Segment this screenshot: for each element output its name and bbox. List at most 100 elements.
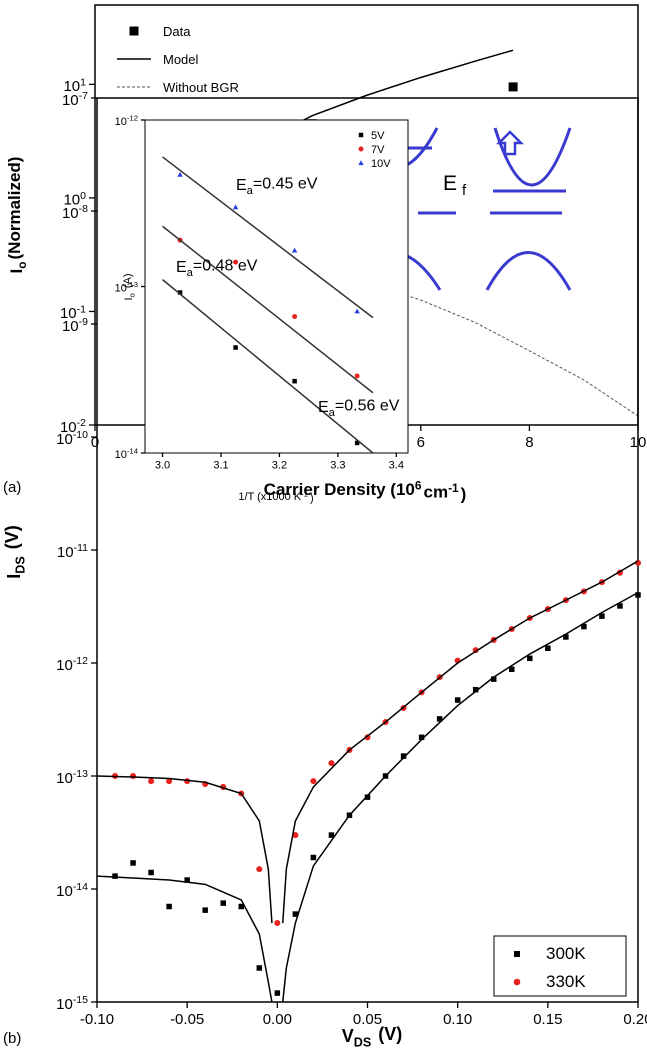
label-part: 1/T (x1000 K	[238, 491, 301, 503]
tick-base: 10	[56, 770, 73, 787]
tick-base: 10	[115, 116, 127, 128]
label-part: )	[310, 492, 314, 504]
x-tick-label: 0	[91, 434, 99, 451]
data-point	[418, 734, 425, 741]
tick-exponent: -13	[73, 768, 88, 780]
data-point	[292, 378, 297, 384]
inset-background	[145, 120, 408, 453]
tick-base: 10	[60, 305, 77, 322]
annotation-part: =0.48 eV	[193, 257, 258, 274]
plot-frame	[144, 119, 409, 454]
data-point	[508, 82, 518, 92]
x-axis-label: 1/T (x1000 K-1)	[238, 490, 313, 505]
x-tick-label: 6	[417, 434, 425, 451]
data-point	[166, 778, 173, 785]
data-point	[635, 592, 641, 598]
y-axis-label: Io(Normalized)	[5, 157, 29, 274]
tick-base: 10	[62, 92, 79, 109]
label-part: Carrier Density (10	[264, 480, 415, 499]
tick-base: 10	[115, 282, 127, 294]
annotation-subscript: f	[462, 183, 467, 199]
x-tick-label: -0.10	[80, 1011, 114, 1028]
label-part: -1	[448, 481, 459, 495]
label-part: (V)	[2, 525, 22, 554]
y-tick-label: 10-9	[62, 316, 88, 335]
y-tick-label: 10-8	[62, 203, 88, 222]
data-point	[454, 697, 461, 703]
y-tick-label: 10-13	[115, 280, 138, 294]
label-part: cm	[423, 482, 448, 501]
data-point	[490, 676, 497, 682]
annotation-part: E	[236, 177, 247, 194]
y-axis-label: IDS (V)	[2, 525, 27, 579]
label-part: 6	[415, 479, 422, 493]
label-part: -1	[301, 490, 308, 499]
series-line	[162, 225, 374, 394]
chart: -0.10-0.050.000.050.100.150.2010-1510-14…	[2, 90, 647, 1049]
tick-exponent: -12	[73, 655, 88, 667]
label-part: I	[7, 269, 26, 274]
tick-base: 10	[56, 996, 73, 1013]
annotation: Ea=0.56 eV	[318, 397, 400, 419]
data-point	[130, 860, 136, 866]
annotation-part: E	[176, 259, 187, 276]
legend-frame	[493, 935, 627, 997]
y-tick-label: 10-12	[56, 655, 88, 674]
y-tick-label: 100	[63, 190, 86, 209]
data-point	[400, 753, 407, 759]
label-part: I	[123, 297, 135, 300]
x-tick-label: 0.10	[443, 1011, 472, 1028]
legend-label: 7V	[371, 144, 385, 156]
tick-exponent: 0	[80, 190, 86, 202]
data-point	[563, 634, 569, 640]
series-line	[162, 156, 374, 319]
tick-exponent: -7	[79, 90, 88, 102]
label-part: (A)	[122, 273, 134, 291]
data-point	[232, 204, 239, 210]
y-tick-label: 10-2	[60, 417, 86, 436]
annotation-part: =0.56 eV	[335, 397, 400, 414]
data-point	[436, 716, 443, 722]
y-tick-label: 10-14	[115, 447, 139, 461]
data-point	[354, 440, 360, 446]
data-point	[328, 760, 335, 767]
tick-base: 10	[62, 205, 79, 222]
tick-base: 10	[56, 431, 73, 448]
data-point	[292, 832, 299, 839]
conduction-band	[493, 127, 572, 187]
x-tick-label: 0.00	[263, 1011, 292, 1028]
label-part: DS	[354, 1035, 372, 1049]
y-tick-label: 10-13	[56, 768, 88, 787]
y-tick-label: 10-1	[60, 303, 86, 322]
annotation: Ea=0.45 eV	[236, 175, 318, 197]
legend-marker	[358, 132, 364, 138]
annotation-part: E	[443, 172, 457, 195]
x-tick-label: 3.1	[213, 460, 228, 472]
data-point	[354, 373, 360, 379]
tick-exponent: -13	[127, 280, 138, 289]
legend-label: 300K	[546, 944, 586, 963]
data-point	[527, 655, 533, 662]
tick-exponent: -14	[73, 881, 88, 893]
tick-exponent: 1	[80, 76, 86, 88]
tick-exponent: -8	[79, 203, 88, 215]
legend-label: 10V	[371, 158, 391, 170]
x-tick-label: 3.3	[330, 460, 345, 472]
label-part: )	[461, 485, 467, 504]
data-point	[220, 900, 226, 906]
data-point	[599, 613, 605, 619]
tick-exponent: -14	[127, 447, 139, 456]
legend-marker	[514, 951, 520, 957]
tick-base: 10	[56, 657, 73, 674]
label-part: I	[4, 574, 24, 579]
annotation: Ea=0.48 eV	[176, 257, 258, 279]
data-point	[310, 778, 317, 785]
data-point	[274, 990, 281, 996]
legend-label: 330K	[546, 972, 586, 991]
x-tick-label: 3.4	[389, 460, 404, 472]
tick-exponent: -9	[79, 316, 88, 328]
data-point	[354, 308, 360, 314]
data-point	[184, 877, 190, 883]
